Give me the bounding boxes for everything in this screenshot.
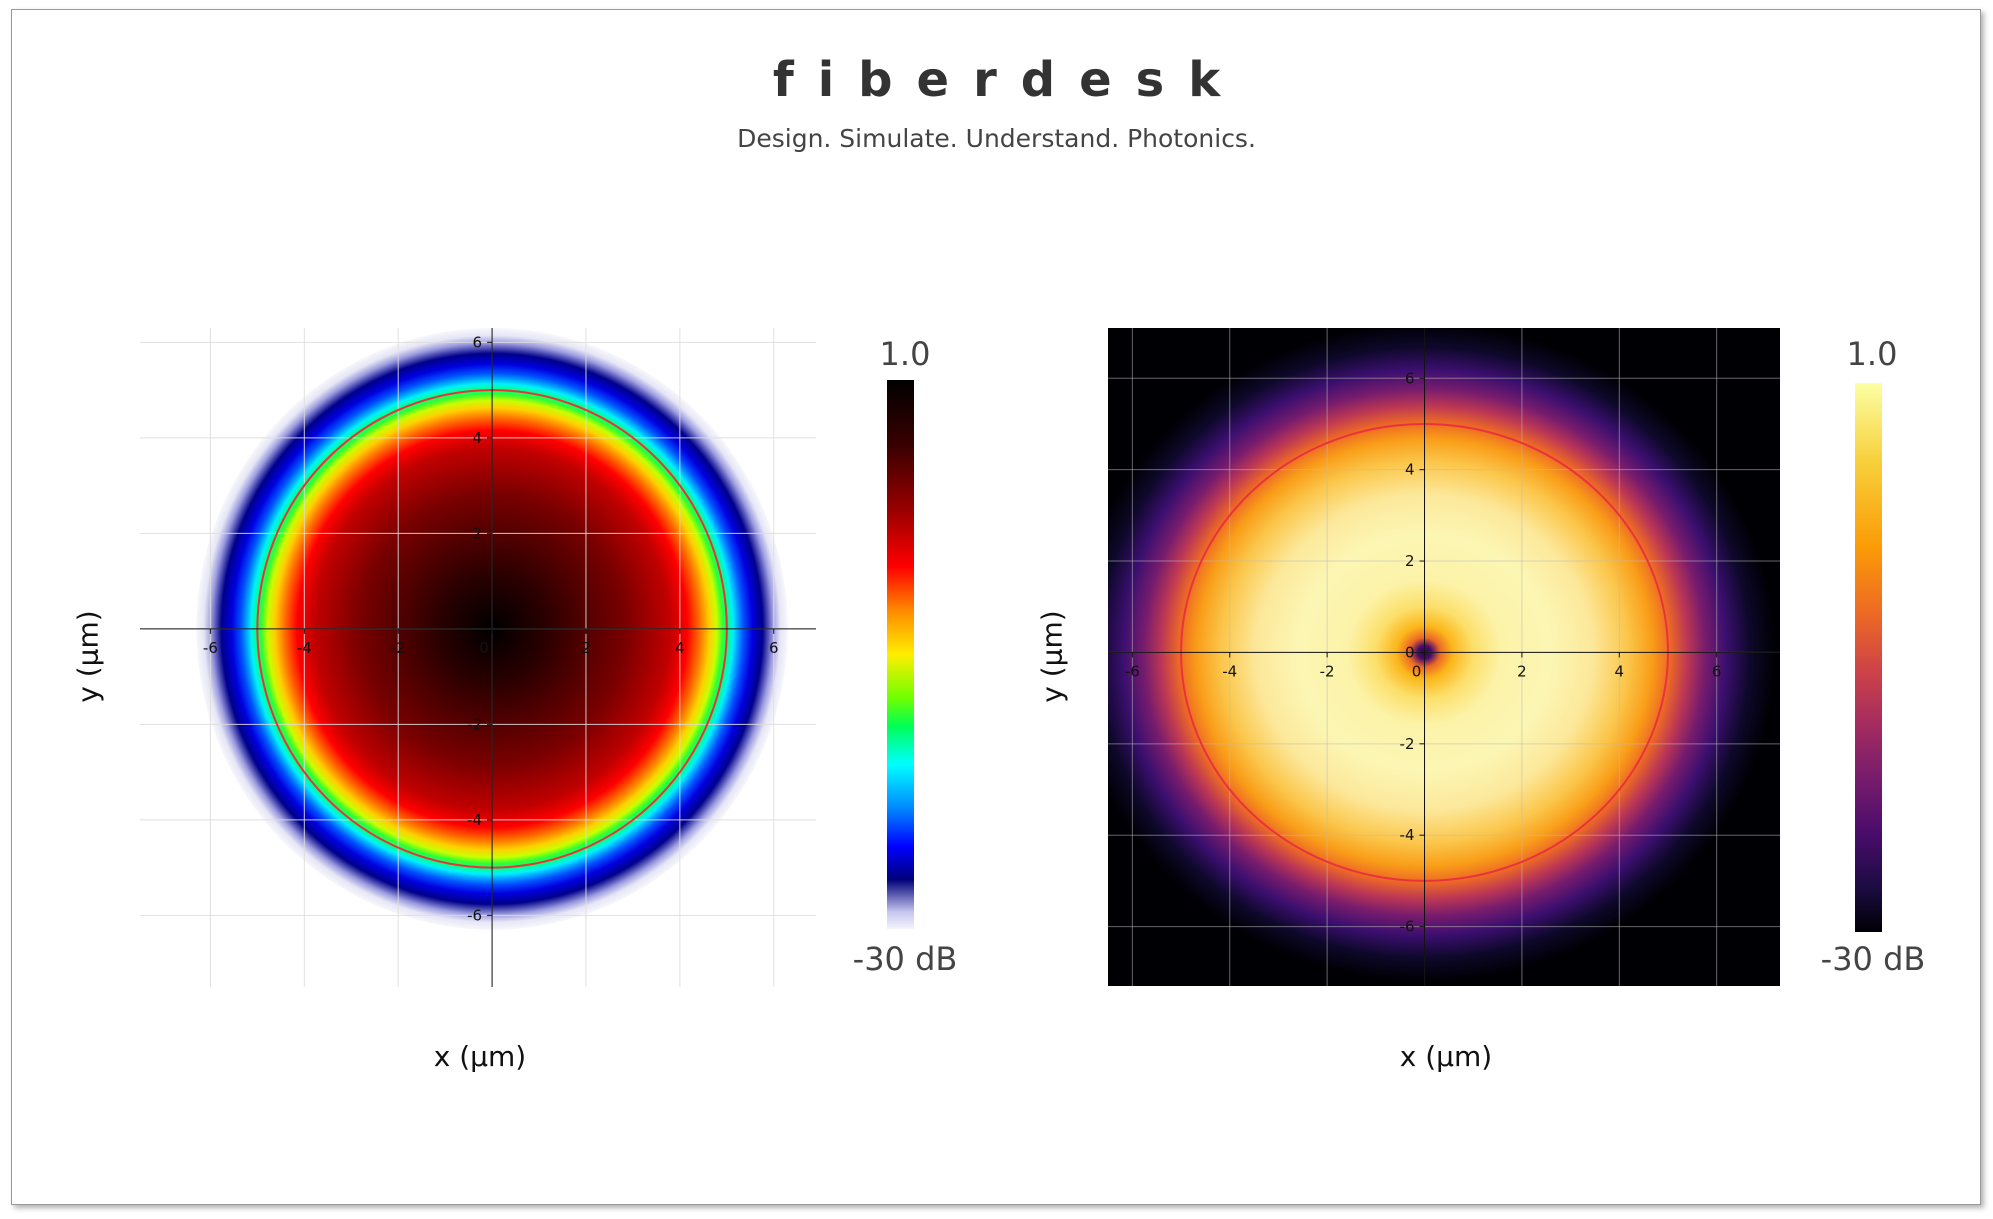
x-tick-label: 4 [675, 639, 685, 657]
y-tick-label: -2 [467, 715, 482, 733]
brand-logo: fiberdesk [772, 52, 1245, 108]
x-tick-label: -2 [1320, 662, 1335, 680]
y-tick-label: 0 [1405, 643, 1415, 661]
y-tick-label: -6 [1400, 918, 1415, 936]
y-tick-label: -6 [467, 906, 482, 924]
y-tick-label: 6 [473, 333, 483, 351]
y-tick-label: -4 [1400, 826, 1415, 844]
x-tick-label: 4 [1615, 662, 1625, 680]
left-mode-plot: -6 -4 -2 0 2 4 6 -6 -4 -2 2 4 6 [140, 328, 816, 987]
x-tick-label: 0 [479, 639, 489, 657]
tagline: Design. Simulate. Understand. Photonics. [737, 124, 1256, 153]
x-tick-label: -6 [203, 639, 218, 657]
right-y-axis-title: y (µm) [1035, 610, 1069, 703]
x-tick-label: -4 [1222, 662, 1237, 680]
y-tick-label: 2 [473, 524, 483, 542]
y-tick-label: -4 [467, 811, 482, 829]
right-colorbar-min-label: -30 dB [1820, 940, 1926, 978]
right-colorbar-max-label: 1.0 [1846, 335, 1898, 373]
right-colorbar [1855, 383, 1882, 932]
left-colorbar-max-label: 1.0 [879, 335, 931, 373]
x-tick-label: -4 [297, 639, 312, 657]
x-tick-label: 0 [1412, 662, 1422, 680]
left-x-axis-title: x (µm) [433, 1040, 527, 1073]
x-tick-label: -6 [1125, 662, 1140, 680]
x-tick-label: 2 [1517, 662, 1527, 680]
x-tick-label: -2 [391, 639, 406, 657]
y-tick-label: 2 [1405, 552, 1415, 570]
mode-field-heatmap [1108, 328, 1776, 982]
y-tick-label: 4 [473, 429, 483, 447]
x-tick-label: 6 [1712, 662, 1722, 680]
left-colorbar [887, 380, 914, 929]
x-tick-label: 2 [581, 639, 591, 657]
right-mode-plot: -6 -4 -2 0 2 4 6 -6 -4 -2 0 2 4 6 [1108, 328, 1780, 986]
y-tick-label: 6 [1405, 369, 1415, 387]
x-tick-label: 6 [769, 639, 779, 657]
right-x-axis-title: x (µm) [1399, 1040, 1493, 1073]
left-y-axis-title: y (µm) [71, 610, 105, 703]
left-colorbar-min-label: -30 dB [852, 940, 958, 978]
y-tick-label: 4 [1405, 461, 1415, 479]
y-tick-label: -2 [1400, 735, 1415, 753]
